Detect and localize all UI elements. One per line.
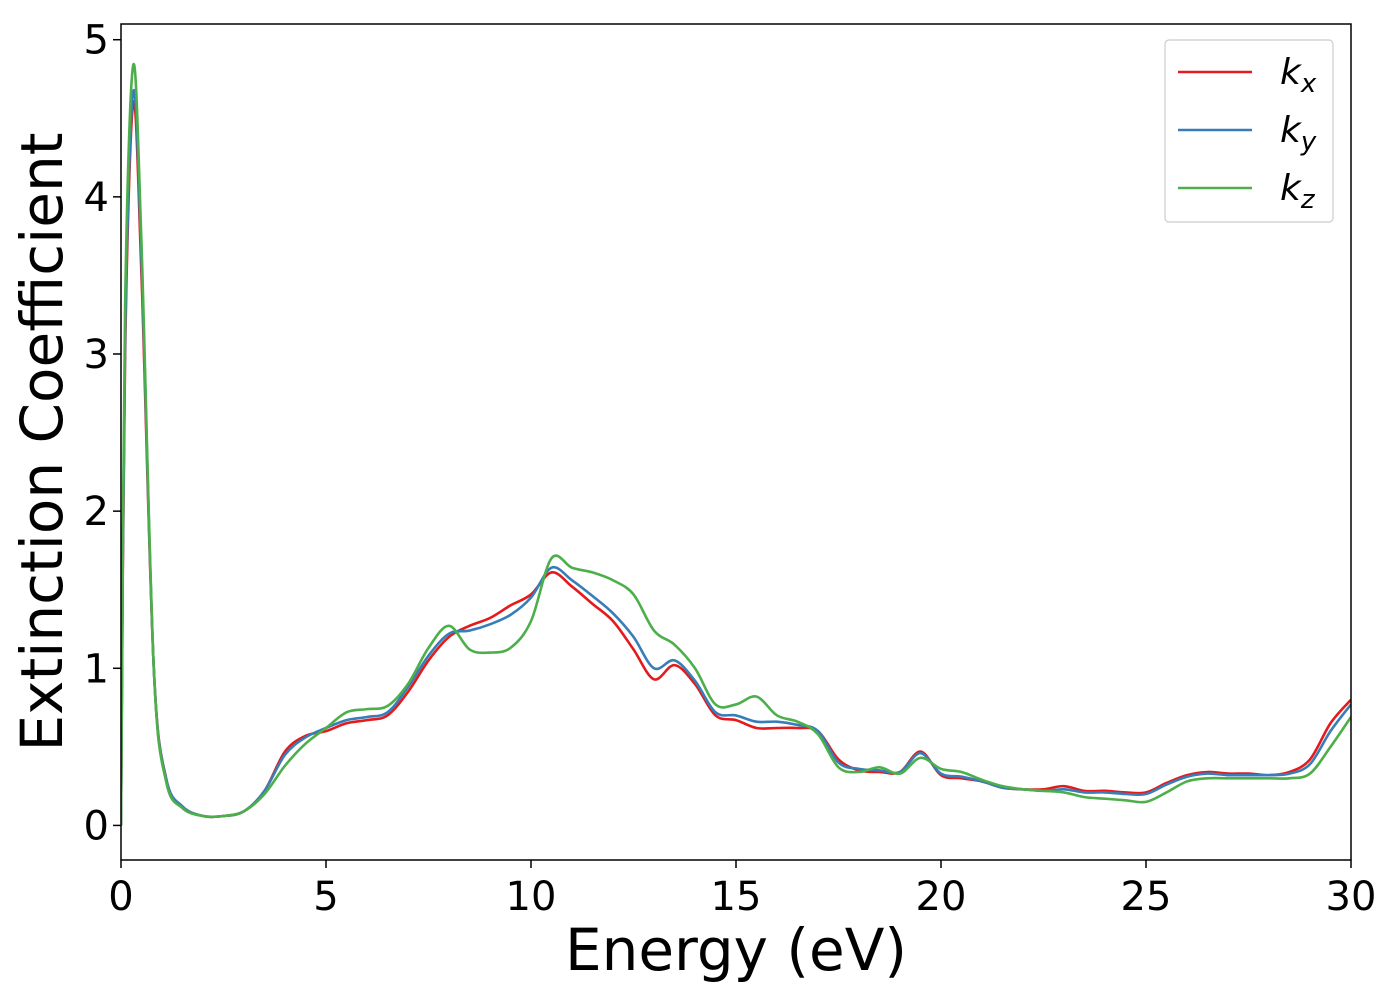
y-tick-label: 5 (84, 18, 109, 64)
x-tick-label: 30 (1326, 874, 1377, 920)
y-tick-label: 3 (84, 332, 109, 378)
y-tick-label: 0 (84, 803, 109, 849)
x-tick-label: 0 (108, 874, 133, 920)
x-tick-label: 15 (711, 874, 762, 920)
x-tick-label: 5 (313, 874, 338, 920)
x-axis-title: Energy (eV) (565, 916, 907, 984)
y-tick-label: 4 (84, 175, 109, 221)
x-tick-label: 10 (506, 874, 557, 920)
legend: kx ky kz (1164, 39, 1334, 223)
y-axis: 0 1 2 3 4 5 (84, 18, 121, 849)
y-tick-label: 1 (84, 646, 109, 692)
x-axis: 0 5 10 15 20 25 30 (108, 860, 1376, 920)
series-line-k-z (121, 62, 1351, 826)
x-tick-label: 25 (1121, 874, 1172, 920)
legend-label-k-y: ky (1280, 110, 1317, 157)
series-layer (121, 62, 1351, 826)
y-axis-title: Extinction Coefficient (8, 133, 76, 752)
legend-label-k-z: kz (1280, 168, 1316, 215)
legend-label-k-x: kx (1280, 52, 1317, 99)
x-tick-label: 20 (916, 874, 967, 920)
y-tick-label: 2 (84, 489, 109, 535)
